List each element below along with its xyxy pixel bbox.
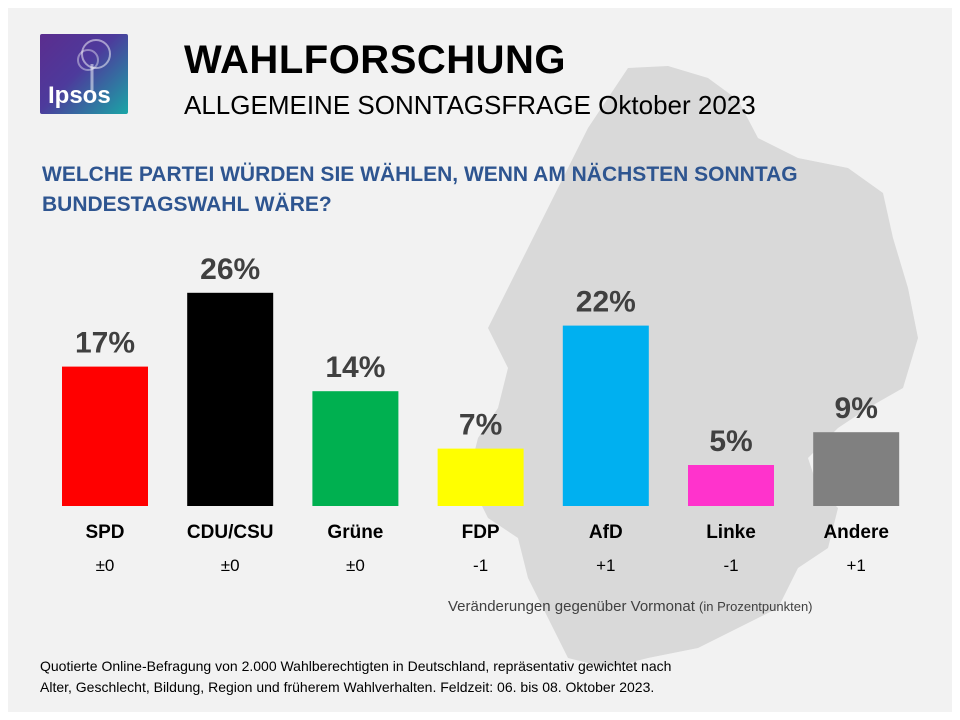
change-label-linke: -1	[723, 556, 738, 575]
value-label-cdu-csu: 26%	[200, 253, 260, 286]
change-label-afd: +1	[596, 556, 615, 575]
page-subtitle: ALLGEMEINE SONNTAGSFRAGE Oktober 2023	[184, 90, 756, 120]
footer-line-1: Quotierte Online-Befragung von 2.000 Wah…	[40, 658, 672, 674]
germany-map-icon	[468, 66, 918, 668]
change-note-text: Veränderungen gegenüber Vormonat	[448, 598, 695, 615]
category-label-linke: Linke	[706, 522, 756, 543]
bar-andere	[813, 432, 900, 506]
category-label-spd: SPD	[85, 522, 124, 543]
tree-icon	[77, 39, 111, 90]
page-title: WAHLFORSCHUNG	[184, 38, 567, 82]
ipsos-logo: Ipsos	[40, 34, 128, 114]
value-label-afd: 22%	[576, 286, 636, 319]
change-note: Veränderungen gegenüber Vormonat (in Pro…	[448, 598, 813, 615]
value-label-fdp: 7%	[459, 409, 502, 442]
change-label-andere: +1	[847, 556, 866, 575]
slide: Ipsos WAHLFORSCHUNG ALLGEMEINE SONNTAGSF…	[8, 8, 952, 712]
bar-grüne	[312, 391, 399, 506]
value-label-spd: 17%	[75, 327, 135, 360]
value-label-andere: 9%	[835, 392, 878, 425]
change-label-spd: ±0	[96, 556, 115, 575]
bar-cdu-csu	[187, 292, 274, 506]
footer-line-2: Alter, Geschlecht, Bildung, Region und f…	[40, 679, 655, 695]
bar-afd	[562, 325, 649, 506]
footer-note: Quotierte Online-Befragung von 2.000 Wah…	[40, 656, 780, 698]
category-label-cdu-csu: CDU/CSU	[187, 522, 274, 543]
bar-spd	[62, 366, 148, 506]
change-note-unit: (in Prozentpunkten)	[699, 599, 813, 614]
value-label-linke: 5%	[709, 425, 752, 458]
bar-linke	[688, 465, 774, 506]
category-label-andere: Andere	[823, 522, 888, 543]
bar-chart: 17% SPD ±0 26% CDU/CSU ±0 14% Grüne ±0 7% FDP -1 22%…	[62, 253, 900, 575]
category-label-afd: AfD	[589, 522, 623, 543]
logo-text: Ipsos	[48, 82, 111, 109]
category-label-fdp: FDP	[462, 522, 500, 543]
survey-question: WELCHE PARTEI WÜRDEN SIE WÄHLEN, WENN AM…	[42, 163, 798, 216]
change-label-cdu-csu: ±0	[221, 556, 240, 575]
value-label-grüne: 14%	[325, 351, 385, 384]
category-label-grüne: Grüne	[327, 522, 383, 543]
bar-fdp	[437, 448, 524, 506]
change-label-grüne: ±0	[346, 556, 365, 575]
change-label-fdp: -1	[473, 556, 488, 575]
